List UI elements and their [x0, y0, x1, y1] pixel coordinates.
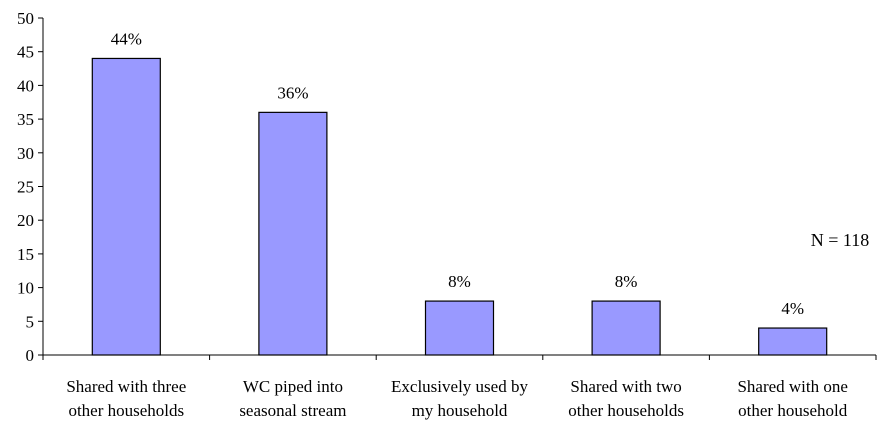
- x-category-label: Shared with three other households: [66, 377, 186, 420]
- bar-value-label: 36%: [277, 83, 308, 102]
- y-tick-label: 50: [17, 9, 34, 28]
- y-tick-label: 10: [17, 279, 34, 298]
- y-tick-label: 15: [17, 245, 34, 264]
- y-tick-label: 30: [17, 144, 34, 163]
- y-tick-label: 5: [26, 312, 35, 331]
- y-axis-ticks: 0 5 10 15 20 25 30 35 40 45 50: [17, 9, 877, 365]
- bars: [91, 57, 828, 356]
- sample-size-annotation: N = 118: [811, 230, 869, 250]
- y-tick-label: 40: [17, 76, 34, 95]
- x-category-label: WC piped into seasonal stream: [239, 377, 346, 420]
- y-tick-label: 35: [17, 110, 34, 129]
- bar-value-label: 4%: [781, 299, 804, 318]
- x-category-label: Shared with two other households: [568, 377, 684, 420]
- bar: [591, 300, 661, 356]
- bar: [424, 300, 495, 356]
- data-labels: 44% 36% 8% 8% 4%: [111, 29, 804, 318]
- y-tick-label: 45: [17, 43, 34, 62]
- bar: [91, 57, 161, 356]
- bar-value-label: 44%: [111, 29, 142, 48]
- bar: [758, 327, 828, 356]
- bar-value-label: 8%: [615, 272, 638, 291]
- y-tick-label: 25: [17, 178, 34, 197]
- x-axis-labels: Shared with three other households WC pipe…: [66, 377, 848, 420]
- bar: [258, 111, 328, 356]
- y-tick-label: 0: [26, 346, 35, 365]
- x-category-label: Exclusively used by my household: [391, 377, 528, 420]
- x-category-label: Shared with one other household: [737, 377, 847, 420]
- bar-value-label: 8%: [448, 272, 471, 291]
- y-tick-label: 20: [17, 211, 34, 230]
